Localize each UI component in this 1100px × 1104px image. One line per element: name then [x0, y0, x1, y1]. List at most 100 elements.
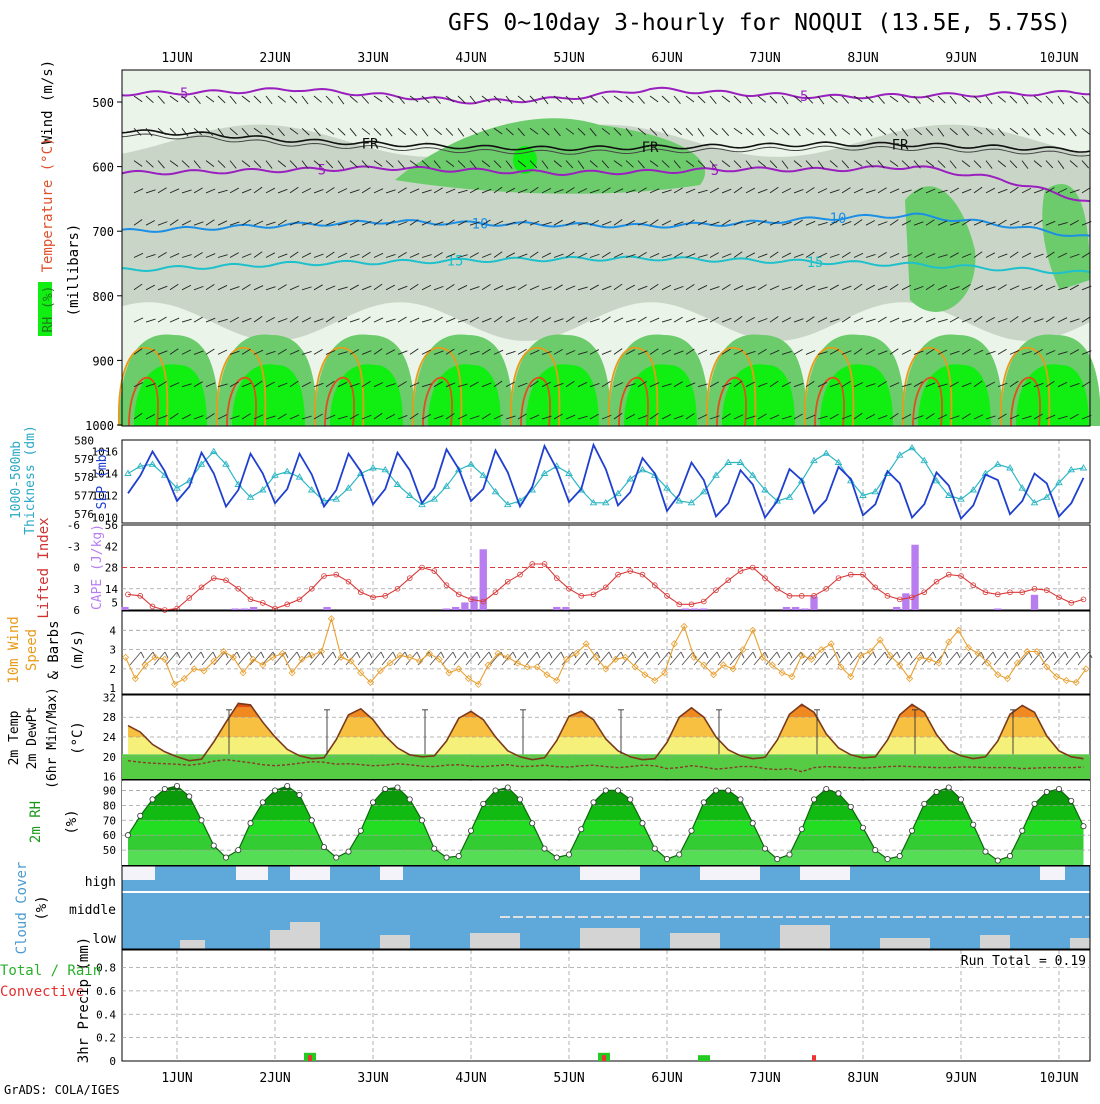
wind-barb — [913, 415, 924, 420]
wind-barb — [997, 318, 1008, 323]
wind-barb — [445, 160, 455, 167]
wind-barb — [217, 414, 228, 420]
li-marker — [125, 591, 131, 598]
wind-barb — [1081, 160, 1090, 169]
slp-tick-label: 1016 — [92, 446, 119, 459]
slp-tick-label: 1012 — [92, 490, 119, 503]
li-tick-label: 0 — [73, 562, 80, 575]
wind-barb — [541, 286, 552, 291]
wind-barb — [973, 127, 983, 135]
cape-bar — [562, 606, 570, 610]
wind-barb — [949, 127, 958, 136]
rh-tick-label: 70 — [103, 814, 116, 827]
wind-barb — [253, 220, 264, 226]
wind-barb — [793, 318, 804, 323]
wind-barb — [601, 350, 612, 355]
wind-barb — [253, 349, 264, 355]
wind-barb — [577, 188, 588, 194]
wind-speed-marker — [121, 653, 130, 661]
wind-barb — [537, 651, 550, 666]
rh-tick-label: 60 — [103, 829, 116, 842]
wind-barb — [1081, 127, 1091, 135]
wind-barb — [193, 252, 203, 258]
wind-barb — [721, 413, 731, 420]
wind-barb — [661, 284, 672, 291]
temp-band — [128, 707, 1084, 718]
wind-barb — [1045, 160, 1054, 169]
wind-barb — [133, 160, 143, 167]
day-label-top: 6JUN — [651, 51, 682, 66]
wind-barb — [1045, 187, 1055, 194]
thickness-marker — [454, 465, 463, 473]
wind-speed-marker — [1052, 673, 1061, 681]
wind-barb — [277, 128, 285, 137]
rh-marker — [921, 800, 928, 807]
wind-barb — [1069, 318, 1080, 323]
y-tick-label: 500 — [92, 96, 114, 110]
wind-speed-marker — [866, 647, 874, 656]
wind-barb — [469, 187, 479, 194]
precip-convective-bar — [308, 1055, 312, 1061]
wind-barb — [133, 95, 143, 103]
wind-barb — [597, 651, 610, 666]
wind-speed-marker — [572, 649, 580, 658]
wind-barb — [157, 187, 167, 194]
temp-tick-label: 28 — [103, 711, 116, 724]
wind-barb — [313, 95, 322, 103]
wind-barb — [337, 188, 348, 194]
wind-barb — [733, 349, 744, 355]
wind-barb — [421, 128, 429, 137]
rh-band — [128, 805, 1084, 821]
wind-speed-marker — [876, 636, 884, 644]
wind-barb — [697, 318, 708, 323]
wind-barb — [553, 253, 564, 258]
wind-barb — [433, 95, 441, 104]
wind-barb-flag — [416, 651, 421, 659]
thickness-marker — [246, 493, 255, 500]
wind-barb — [301, 286, 312, 291]
wind-barb — [661, 95, 670, 104]
wind-barb — [1021, 415, 1032, 420]
wind-barb — [517, 95, 527, 103]
wind-barb — [709, 187, 719, 194]
wind-barb-flag — [608, 651, 613, 659]
wind-barb — [765, 651, 778, 666]
wind-barb — [325, 95, 334, 104]
rh-marker — [418, 817, 425, 824]
wind-barb — [181, 128, 189, 137]
wind-barb — [217, 220, 228, 226]
wind-barb — [865, 318, 876, 323]
wind-speed-marker — [631, 663, 639, 671]
cloud-low-block — [470, 933, 520, 949]
wind-barb — [193, 285, 204, 291]
wind-barb — [177, 651, 190, 666]
li-marker — [480, 598, 487, 605]
thickness-marker — [797, 476, 806, 484]
li-marker — [1007, 589, 1013, 596]
wind-barb — [637, 381, 647, 388]
wind-barb — [381, 651, 394, 666]
wind-barb — [841, 221, 852, 226]
wind-barb — [733, 95, 742, 104]
cape-bar — [902, 593, 910, 610]
wind-barb — [889, 253, 900, 258]
wind-barb — [565, 414, 576, 420]
wind-barb — [433, 160, 441, 169]
wind-barb — [1009, 95, 1018, 104]
wind-barb-flag — [392, 651, 397, 659]
wind-barb-flag — [752, 651, 757, 659]
rh-marker — [933, 788, 940, 795]
wind-barb — [733, 251, 743, 258]
temp-tick-label: 32 — [103, 691, 116, 704]
wind-barb — [1069, 413, 1079, 420]
ylabel-cloud-cover: Cloud Cover — [14, 862, 30, 955]
wind-barb — [457, 254, 468, 258]
precip-panel: 00.20.40.60.8 Run Total = 0.19 — [96, 949, 1091, 1068]
temp-contour-10 — [121, 212, 1091, 237]
wind-barb — [649, 382, 660, 388]
wind-barb — [493, 414, 504, 420]
wind-barb — [685, 413, 695, 420]
li-marker — [455, 591, 462, 598]
wind-barb — [313, 318, 324, 323]
wind-barb — [361, 95, 370, 104]
